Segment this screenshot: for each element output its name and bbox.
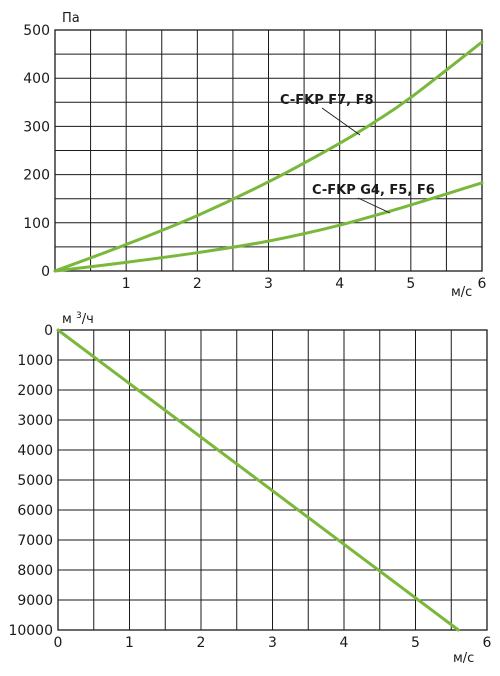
legend-f7f8: C-FKP F7, F8 <box>280 93 374 108</box>
pressure-chart-series <box>53 40 484 273</box>
pressure-y-tick-label: 500 <box>23 23 50 39</box>
airflow-x-tick-label: 4 <box>340 635 349 651</box>
pressure-y-axis-label: Па <box>62 11 80 26</box>
airflow-chart-series <box>56 328 460 632</box>
pressure-y-tick-label: 100 <box>23 216 50 232</box>
pressure-chart-grid <box>54 29 483 272</box>
airflow-y-tick-label: 0 <box>44 323 53 339</box>
airflow-x-axis-label: м/с <box>453 651 474 666</box>
airflow-x-tick-label: 5 <box>411 635 420 651</box>
pressure-y-tick-label: 200 <box>23 168 50 184</box>
pressure-x-tick-label: 3 <box>264 276 273 292</box>
pressure-x-tick-label: 1 <box>122 276 131 292</box>
airflow-y-tick-label: 3000 <box>17 413 53 429</box>
airflow-y-tick-label: 1000 <box>17 353 53 369</box>
airflow-x-tick-label: 3 <box>268 635 277 651</box>
pressure-series-line-0 <box>53 40 484 273</box>
airflow-y-tick-label: 8000 <box>17 563 53 579</box>
airflow-chart-ticks: 0 1000 2000 3000 4000 5000 6000 7000 8000 9000 100… <box>8 323 491 651</box>
pressure-plot-frame <box>54 29 483 272</box>
pressure-x-axis-label: м/с <box>451 285 472 300</box>
airflow-y-tick-label: 9000 <box>17 593 53 609</box>
leader-f7f8 <box>321 107 361 136</box>
pressure-y-tick-label: 300 <box>23 119 50 135</box>
airflow-y-tick-label: 2000 <box>17 383 53 399</box>
airflow-plot-frame <box>57 329 488 631</box>
airflow-y-axis-label-rest: /ч <box>82 312 94 327</box>
pressure-chart-ticks: 0 100 200 300 400 500 1 2 3 4 5 6 <box>23 23 486 292</box>
pressure-y-tick-label: 0 <box>41 264 50 280</box>
airflow-y-axis-label-sup: 3 <box>76 311 82 321</box>
airflow-y-axis-label: м 3/ч <box>62 311 94 327</box>
airflow-y-axis-label-text: м <box>62 312 72 327</box>
pressure-series-line-1 <box>53 181 484 273</box>
pressure-y-tick-label: 400 <box>23 71 50 87</box>
airflow-y-tick-label: 6000 <box>17 503 53 519</box>
airflow-y-tick-label: 10000 <box>8 623 53 639</box>
airflow-x-tick-label: 0 <box>54 635 63 651</box>
leader-g4f5f6 <box>357 197 391 214</box>
pressure-x-tick-label: 4 <box>335 276 344 292</box>
pressure-chart: 0 100 200 300 400 500 1 2 3 4 5 6 Па м/с C-FKP F7, … <box>23 11 486 300</box>
airflow-chart: 0 1000 2000 3000 4000 5000 6000 7000 8000 9000 100… <box>8 311 491 666</box>
airflow-x-tick-label: 2 <box>197 635 206 651</box>
airflow-y-tick-label: 7000 <box>17 533 53 549</box>
airflow-y-tick-label: 4000 <box>17 443 53 459</box>
airflow-x-tick-label: 6 <box>483 635 492 651</box>
pressure-x-tick-label: 2 <box>193 276 202 292</box>
pressure-x-tick-label: 5 <box>406 276 415 292</box>
airflow-series-line-0 <box>56 328 460 632</box>
airflow-chart-grid <box>57 329 488 631</box>
airflow-x-tick-label: 1 <box>125 635 134 651</box>
legend-g4f5f6: C-FKP G4, F5, F6 <box>312 183 435 198</box>
pressure-x-tick-label: 6 <box>478 276 487 292</box>
airflow-y-tick-label: 5000 <box>17 473 53 489</box>
